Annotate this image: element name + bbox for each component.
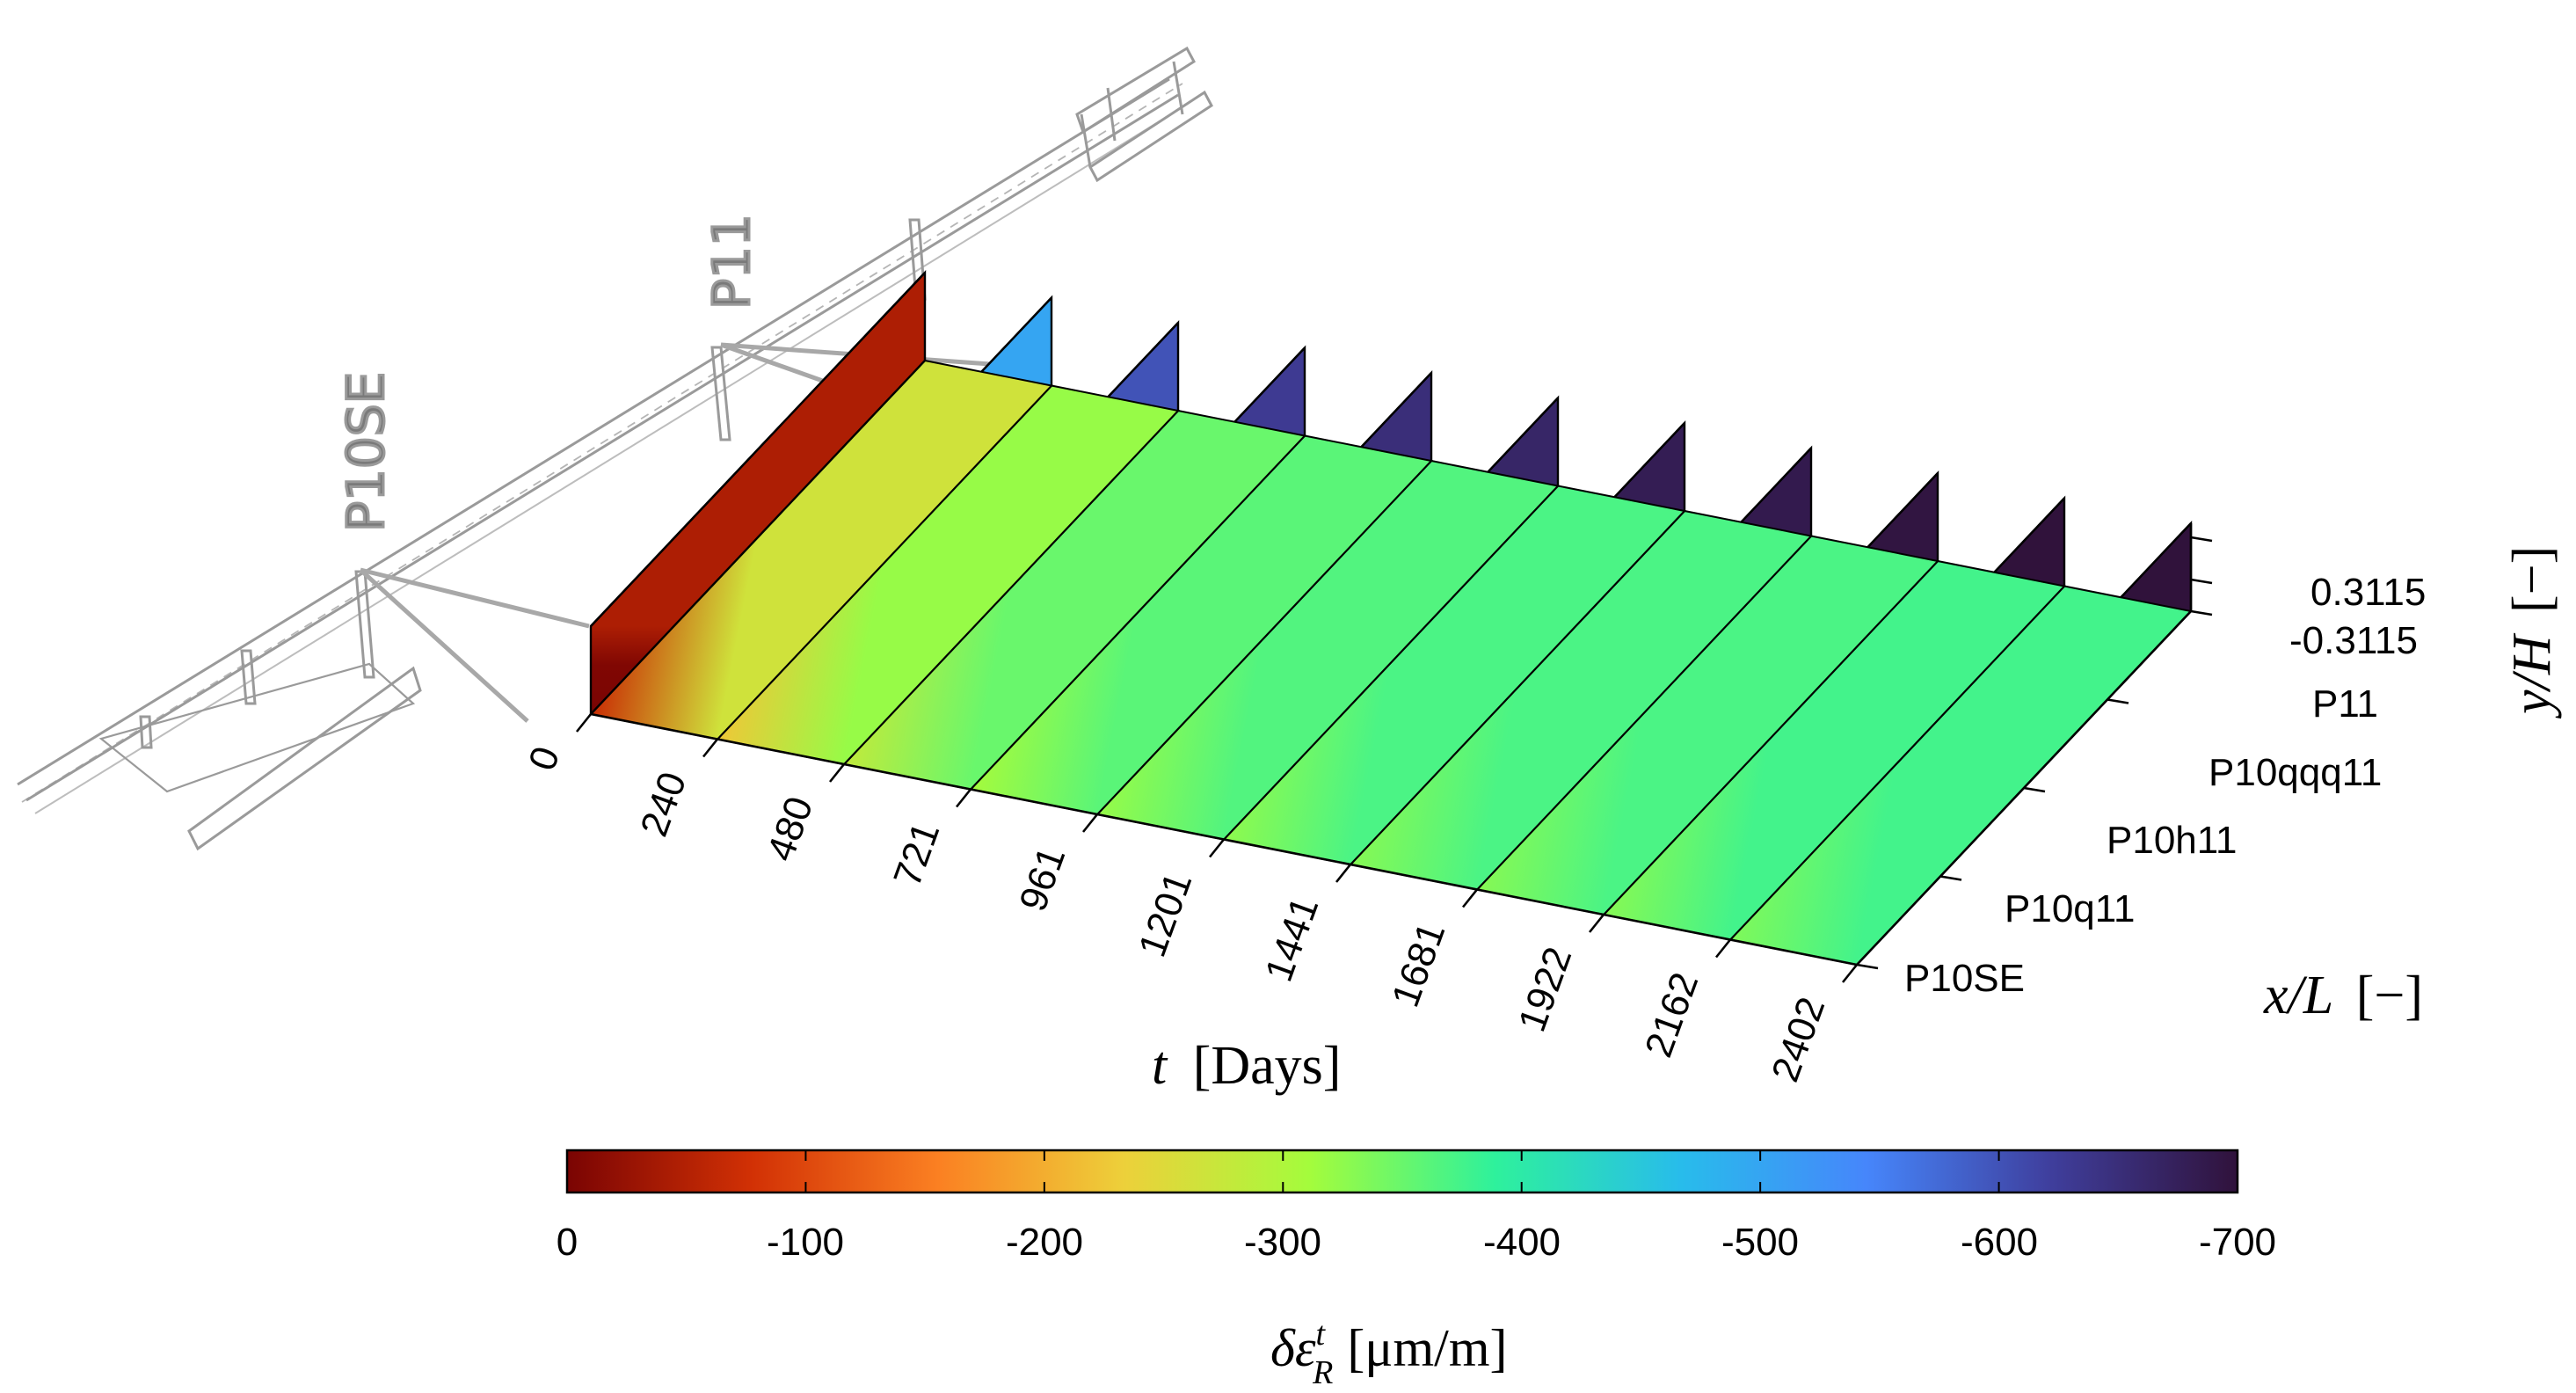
t-tick-label: 721: [885, 817, 948, 893]
t-tick-label: 240: [632, 767, 695, 842]
x-tick-label: P10h11: [2107, 819, 2237, 862]
x-tick-label: P10q11: [2005, 887, 2135, 930]
colorbar-tick-label: 0: [557, 1221, 578, 1264]
colorbar-tick-marks: [804, 1150, 2000, 1192]
colorbar-ticks: 0 -100 -200 -300 -400 -500 -600 -700: [557, 1221, 2276, 1264]
colorbar-tick-label: -400: [1483, 1221, 1561, 1264]
bridge-label-p10se: P10SE: [336, 372, 396, 532]
y-tick-mark: [2190, 578, 2213, 585]
t-tick-mark: [1588, 914, 1605, 933]
colorbar-title: δεt R [μm/m]: [1270, 1316, 1507, 1391]
t-tick-label: 1441: [1257, 892, 1328, 988]
x-tick-mark: [2023, 786, 2046, 793]
axes: [575, 523, 2213, 983]
t-tick-label: 0: [520, 741, 568, 777]
colorbar-tick-label: -500: [1721, 1221, 1799, 1264]
y-tick-label: -0.3115: [2289, 619, 2418, 662]
t-tick-mark: [1461, 888, 1479, 908]
wall-top-edge: [590, 272, 926, 627]
colorbar-tick-label: -100: [767, 1221, 844, 1264]
colorbar-tick-label: -600: [1961, 1221, 2038, 1264]
y-axis-unit: [−]: [2502, 546, 2562, 613]
t-tick-mark: [575, 713, 593, 733]
t-tick-label: 2162: [1637, 967, 1707, 1063]
bridge-label-p11: P11: [702, 214, 761, 310]
t-tick-mark: [702, 738, 719, 758]
x-tick-mark: [2107, 698, 2129, 704]
y-axis-title: y/H [−]: [2502, 546, 2562, 719]
t-tick-label: 2402: [1764, 992, 1834, 1088]
colorbar-tick-label: -700: [2199, 1221, 2276, 1264]
colorbar-title-unit: [μm/m]: [1347, 1319, 1507, 1377]
x-tick-mark: [1939, 875, 1962, 881]
snapshot-panels: [589, 269, 2193, 968]
x-tick-mark: [1856, 963, 1879, 970]
t-axis-var: t: [1152, 1036, 1168, 1096]
x-axis-var: x/L: [2263, 966, 2333, 1025]
t-axis-title: t [Days]: [1152, 1036, 1341, 1096]
t-tick-mark: [1714, 938, 1732, 959]
colorbar-title-sup: t: [1316, 1316, 1327, 1353]
t-tick-label: 1681: [1384, 917, 1454, 1013]
snapshot-panel: [589, 269, 1053, 740]
t-tick-mark: [1841, 964, 1859, 983]
colorbar: 0 -100 -200 -300 -400 -500 -600 -700 δεt…: [557, 1149, 2276, 1391]
t-tick-mark: [1208, 838, 1226, 858]
t-tick-mark: [1081, 813, 1099, 833]
x-tick-label: P10qqq11: [2209, 751, 2382, 794]
t-tick-label: 1201: [1131, 867, 1201, 963]
t-tick-mark: [1335, 864, 1352, 883]
y-tick-label: 0.3115: [2310, 571, 2426, 614]
colorbar-bar: [565, 1149, 2239, 1194]
t-tick-label: 1922: [1510, 942, 1581, 1038]
x-tick-mark: [2190, 609, 2213, 616]
t-tick-label: 961: [1011, 842, 1073, 917]
x-axis-unit: [−]: [2356, 966, 2423, 1025]
t-tick-mark: [955, 788, 972, 808]
t-tick-mark: [828, 763, 846, 783]
t-axis-unit: [Days]: [1193, 1036, 1342, 1096]
colorbar-title-sub: R: [1312, 1354, 1333, 1391]
x-axis-ticks: P10SE P10q11 P10h11 P10qqq11 P11: [1904, 682, 2382, 1000]
colorbar-title-main: δε: [1270, 1319, 1316, 1377]
x-axis-title: x/L [−]: [2263, 966, 2423, 1025]
t-tick-label: 480: [759, 791, 821, 867]
colorbar-tick-label: -200: [1006, 1221, 1083, 1264]
y-tick-mark: [2190, 536, 2213, 543]
x-tick-label: P11: [2312, 682, 2378, 726]
colorbar-tick-label: -300: [1244, 1221, 1321, 1264]
y-axis-var: y/H: [2502, 632, 2562, 719]
x-tick-label: P10SE: [1904, 957, 2025, 1000]
y-axis-ticks: 0.3115 -0.3115: [2289, 571, 2426, 662]
